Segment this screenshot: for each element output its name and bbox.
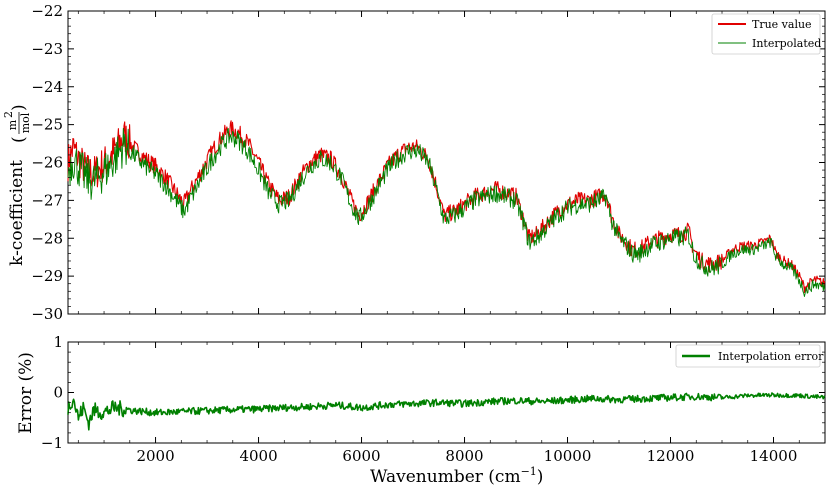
- bottom-xtick-label: 12000: [647, 447, 695, 465]
- bottom-xtick-label: 10000: [544, 447, 592, 465]
- top-ytick-label: −28: [31, 229, 63, 247]
- top-ytick-label: −25: [31, 116, 63, 134]
- top-y-axis-label: k-coefficient ( m 2 mol ): [2, 104, 32, 266]
- bottom-ytick-label: −1: [41, 434, 63, 452]
- top-ytick-label: −29: [31, 267, 63, 285]
- k-coefficient-panel: −30 −29 −28 −27 −26 −25 −24 −23 −22 k-coefficien…: [2, 2, 826, 323]
- top-legend: True value Interpolated: [711, 13, 821, 55]
- x-axis-label-main: Wavenumber (cm: [370, 467, 521, 487]
- top-y-ticks: −30 −29 −28 −27 −26 −25 −24 −23 −22: [31, 2, 825, 323]
- top-y-axis-unit-numerator: m: [6, 119, 19, 130]
- top-ytick-label: −30: [31, 305, 63, 323]
- bottom-xtick-label: 2000: [136, 447, 174, 465]
- x-axis-label-close: ): [537, 467, 544, 487]
- legend-interpolation-error-label: Interpolation error: [718, 350, 824, 363]
- top-y-axis-unit-numerator-sup: 2: [2, 111, 15, 118]
- top-y-axis-label-paren-open: (: [9, 136, 29, 143]
- bottom-ytick-label: 1: [53, 333, 63, 351]
- x-axis-label-text: Wavenumber (cm−1): [370, 465, 543, 487]
- bottom-y-ticks: −1 0 1: [41, 333, 825, 452]
- bottom-xtick-label: 14000: [750, 447, 798, 465]
- error-panel: −1 0 1 2000 4000 6000 8000 10000 12000 14000 Err…: [16, 333, 826, 487]
- top-ytick-label: −23: [31, 40, 63, 58]
- top-x-ticks: [77, 11, 800, 314]
- bottom-xtick-label: 6000: [342, 447, 380, 465]
- top-y-axis-unit-denominator: mol: [19, 112, 32, 133]
- top-y-axis-label-text: k-coefficient: [7, 160, 27, 266]
- bottom-xtick-label: 8000: [445, 447, 483, 465]
- bottom-xtick-label: 4000: [239, 447, 277, 465]
- x-axis-label: Wavenumber (cm−1): [370, 465, 543, 487]
- bottom-series-group: [67, 392, 826, 431]
- bottom-y-axis-label: Error (%): [16, 352, 36, 434]
- series-line-interpolation-error: [67, 392, 826, 431]
- top-ytick-label: −22: [31, 2, 63, 20]
- legend-interpolated-label: Interpolated: [752, 37, 821, 50]
- top-series-group: [67, 120, 826, 297]
- bottom-x-ticks: 2000 4000 6000 8000 10000 12000 14000: [77, 342, 800, 465]
- top-ytick-label: −26: [31, 154, 63, 172]
- series-line-interpolated: [67, 128, 826, 297]
- bottom-legend-box: [675, 344, 821, 368]
- bottom-ytick-label: 0: [53, 384, 63, 402]
- top-ytick-label: −24: [31, 78, 63, 96]
- top-ytick-label: −27: [31, 191, 63, 209]
- top-y-axis-label-paren-close: ): [9, 104, 29, 111]
- bottom-legend: Interpolation error: [675, 344, 824, 368]
- x-axis-label-sup: −1: [521, 465, 537, 478]
- legend-true-value-label: True value: [752, 18, 812, 31]
